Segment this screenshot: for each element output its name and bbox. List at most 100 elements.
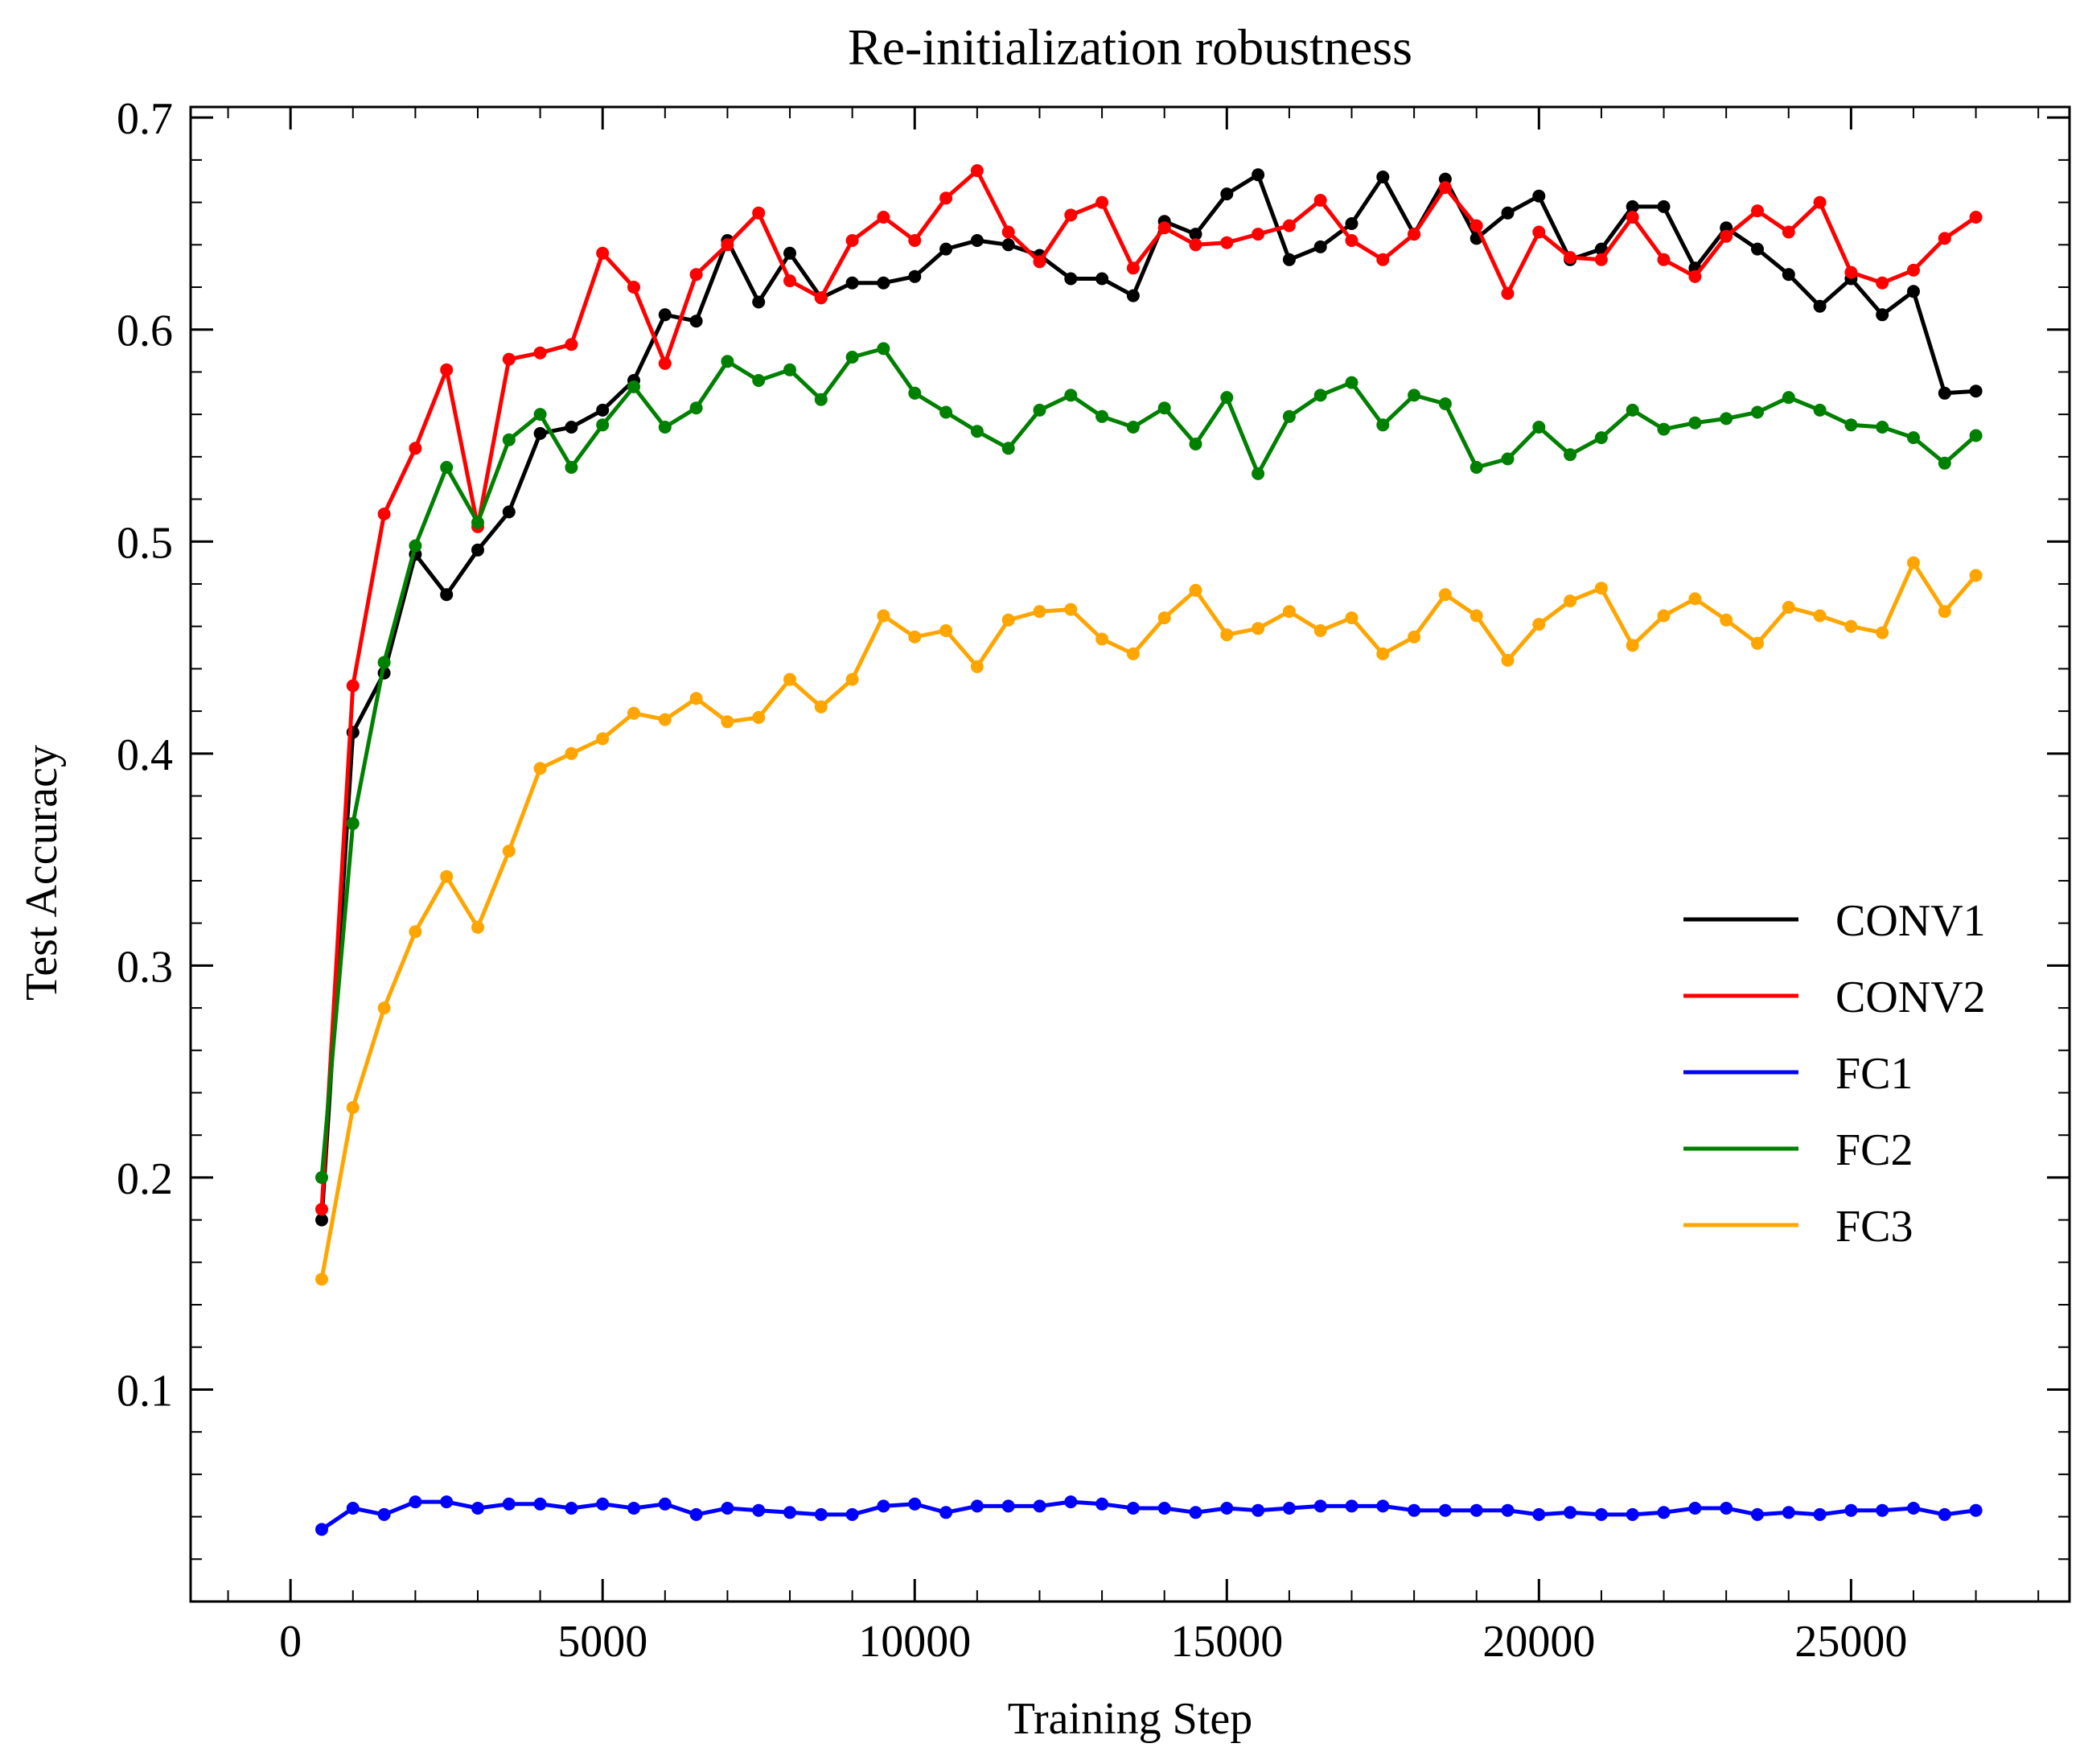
- data-point-conv2: [1126, 261, 1140, 275]
- data-point-conv2: [1532, 225, 1546, 239]
- data-point-conv2: [814, 291, 828, 305]
- data-point-fc3: [1095, 632, 1109, 646]
- data-point-fc1: [1657, 1506, 1671, 1519]
- data-point-fc2: [1345, 376, 1359, 389]
- data-point-conv1: [1969, 384, 1983, 398]
- data-point-fc3: [1688, 592, 1702, 606]
- data-point-conv2: [752, 206, 766, 220]
- data-point-conv1: [1501, 206, 1515, 220]
- data-point-conv2: [346, 679, 360, 693]
- data-point-fc3: [1220, 628, 1234, 642]
- data-point-conv2: [1564, 251, 1577, 265]
- data-point-conv2: [721, 238, 734, 252]
- data-point-fc2: [440, 461, 454, 474]
- data-point-fc1: [1126, 1502, 1140, 1515]
- data-point-fc2: [315, 1170, 328, 1184]
- data-point-fc3: [1189, 583, 1202, 597]
- data-point-fc1: [1345, 1499, 1359, 1513]
- data-point-fc2: [1969, 429, 1983, 442]
- legend: CONV1 CONV2 FC1 FC2 FC3: [1683, 896, 1986, 1252]
- series-line-conv2: [319, 168, 1978, 1210]
- data-point-conv1: [315, 1213, 328, 1227]
- data-point-conv2: [877, 211, 890, 224]
- data-point-fc3: [565, 746, 578, 760]
- data-point-fc2: [1657, 422, 1671, 436]
- data-point-fc3: [1564, 594, 1577, 608]
- data-point-conv1: [1282, 253, 1296, 266]
- data-point-fc3: [346, 1100, 360, 1114]
- data-point-fc3: [1594, 582, 1608, 595]
- data-point-fc2: [346, 816, 360, 830]
- y-tick-label: 0.2: [117, 1154, 173, 1204]
- data-point-fc2: [1095, 409, 1109, 423]
- data-point-fc1: [502, 1497, 516, 1511]
- data-point-fc1: [721, 1502, 734, 1515]
- data-point-conv1: [1313, 240, 1327, 253]
- data-point-conv2: [1720, 229, 1733, 243]
- data-point-fc2: [1844, 418, 1858, 432]
- data-point-fc3: [970, 660, 984, 673]
- data-point-fc1: [1720, 1502, 1733, 1515]
- data-point-fc1: [939, 1506, 953, 1519]
- data-point-fc2: [908, 386, 922, 400]
- data-point-fc3: [689, 692, 703, 705]
- data-point-fc3: [783, 672, 796, 686]
- data-point-conv2: [440, 363, 454, 376]
- data-point-fc2: [1064, 389, 1078, 402]
- data-point-fc2: [689, 401, 703, 415]
- data-point-fc3: [1376, 647, 1390, 660]
- data-point-fc2: [471, 516, 484, 529]
- data-point-fc1: [1501, 1503, 1515, 1517]
- data-point-conv1: [845, 276, 859, 290]
- y-tick-label: 0.5: [117, 518, 173, 568]
- data-point-conv2: [1594, 253, 1608, 266]
- y-axis-label: Test Accuracy: [17, 745, 67, 1001]
- data-point-fc1: [1408, 1503, 1421, 1517]
- data-point-fc2: [970, 425, 984, 438]
- data-point-fc3: [1501, 653, 1515, 667]
- data-point-conv2: [658, 356, 672, 370]
- data-point-fc2: [877, 342, 890, 356]
- data-point-fc3: [1844, 619, 1858, 633]
- data-point-conv1: [1876, 308, 1889, 322]
- data-point-fc3: [1938, 605, 1951, 619]
- data-point-fc3: [1345, 611, 1359, 625]
- data-point-fc1: [1469, 1503, 1483, 1517]
- data-point-fc1: [533, 1497, 547, 1511]
- data-point-fc2: [1313, 389, 1327, 402]
- data-point-conv1: [1001, 238, 1015, 252]
- data-point-fc1: [1438, 1503, 1452, 1517]
- data-point-fc1: [1252, 1503, 1265, 1517]
- data-point-fc1: [1844, 1503, 1858, 1517]
- data-point-fc3: [1001, 613, 1015, 627]
- data-point-fc1: [1688, 1502, 1702, 1515]
- series-fc3: [315, 556, 1983, 1286]
- data-point-conv1: [1782, 268, 1795, 282]
- data-point-conv2: [845, 234, 859, 247]
- data-point-fc2: [1252, 467, 1265, 480]
- data-point-fc1: [814, 1507, 828, 1521]
- data-point-fc2: [1626, 403, 1639, 417]
- data-point-conv2: [409, 442, 422, 455]
- data-point-fc1: [658, 1497, 672, 1511]
- data-point-fc2: [1282, 409, 1296, 423]
- y-tick-label: 0.7: [117, 94, 173, 144]
- x-tick-label: 0: [279, 1617, 302, 1667]
- data-point-conv1: [533, 426, 547, 440]
- data-point-conv2: [1469, 219, 1483, 232]
- data-point-fc1: [1751, 1507, 1764, 1521]
- x-tick-label: 25000: [1794, 1617, 1907, 1667]
- data-point-fc1: [471, 1502, 484, 1515]
- x-tick-label: 5000: [557, 1617, 647, 1667]
- data-point-conv2: [1688, 269, 1702, 283]
- data-point-fc3: [533, 762, 547, 775]
- data-point-fc1: [1782, 1506, 1795, 1519]
- data-point-fc3: [1782, 601, 1795, 614]
- data-point-conv1: [502, 505, 516, 519]
- plot-area: [315, 164, 1983, 1536]
- data-point-fc1: [689, 1507, 703, 1521]
- series-conv1: [315, 168, 1983, 1227]
- data-point-fc3: [1657, 609, 1671, 623]
- data-point-fc2: [814, 393, 828, 406]
- data-point-conv2: [1844, 265, 1858, 279]
